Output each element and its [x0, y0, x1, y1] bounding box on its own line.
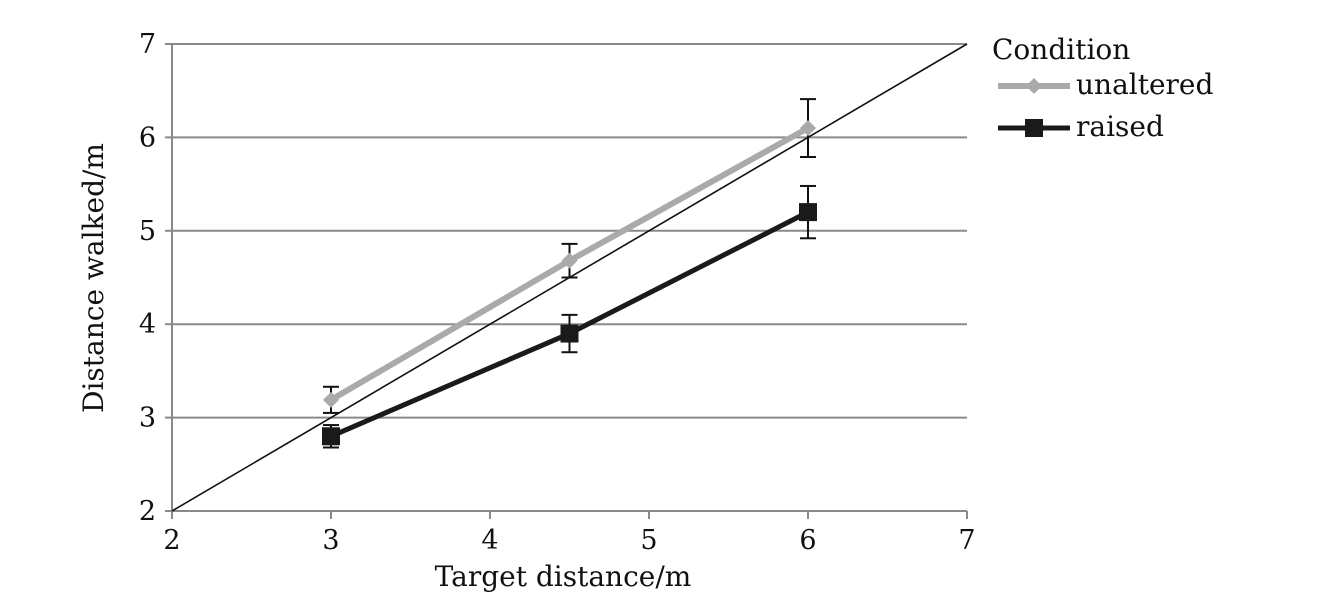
- data-point-unaltered-1: [561, 252, 578, 269]
- series-group: [322, 98, 817, 449]
- y-axis-title: Distance walked/m: [77, 143, 110, 413]
- legend-item-raised: raised: [998, 110, 1164, 143]
- y-tick-label-5: 5: [139, 216, 156, 247]
- y-tick-label-3: 3: [139, 403, 156, 434]
- legend-marker-unaltered: [1026, 78, 1042, 94]
- x-axis-title: Target distance/m: [435, 560, 692, 593]
- legend-item-unaltered: unaltered: [998, 68, 1213, 101]
- series-raised: [322, 184, 817, 449]
- data-point-raised-2: [799, 203, 817, 222]
- x-tick-label-5: 5: [640, 525, 657, 556]
- data-point-unaltered-2: [800, 120, 816, 137]
- legend-label-raised: raised: [1076, 110, 1164, 143]
- legend-marker-raised: [1025, 119, 1043, 137]
- legend-title: Condition: [992, 33, 1130, 66]
- y-tick-label-7: 7: [139, 29, 156, 60]
- data-point-raised-1: [560, 324, 579, 343]
- data-point-unaltered-0: [323, 391, 339, 408]
- series-unaltered: [323, 98, 816, 414]
- legend-label-unaltered: unaltered: [1076, 68, 1213, 101]
- data-point-raised-0: [322, 427, 340, 446]
- y-tick-label-6: 6: [139, 122, 156, 153]
- x-tick-label-7: 7: [958, 525, 975, 556]
- x-tick-label-6: 6: [799, 525, 816, 556]
- y-tick-label-4: 4: [139, 309, 156, 340]
- gridlines: [172, 43, 967, 419]
- tick-labels: 2 3 4 5 6 7 2 3 4 5 6 7: [139, 29, 976, 556]
- axes: [165, 43, 968, 519]
- x-tick-label-3: 3: [322, 525, 339, 556]
- y-tick-label-2: 2: [139, 496, 156, 527]
- x-tick-label-2: 2: [163, 525, 180, 556]
- legend: Condition unaltered raised: [992, 33, 1213, 143]
- x-tick-label-4: 4: [481, 525, 498, 556]
